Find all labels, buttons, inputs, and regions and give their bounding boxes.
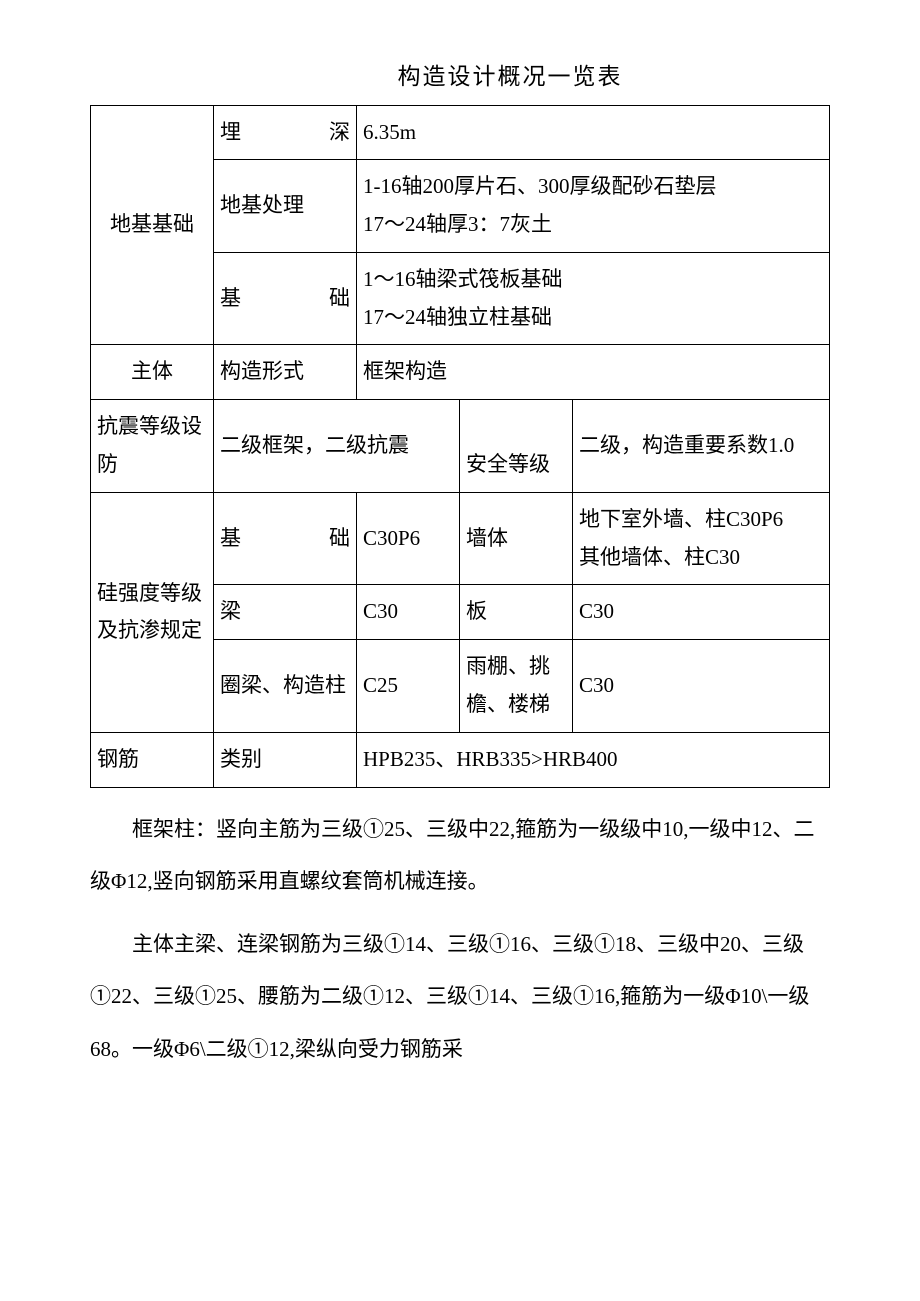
cell-depth-value: 6.35m	[357, 105, 830, 160]
cell-rebar-type-label: 类别	[214, 732, 357, 787]
table-row: 主体 构造形式 框架构造	[91, 345, 830, 400]
cell-main-body: 主体	[91, 345, 214, 400]
cell-beam-value: C30	[357, 585, 460, 640]
table-row: 抗震等级设防 二级框架，二级抗震 安全等级 二级，构造重要系数1.0	[91, 400, 830, 493]
cell-wall-label: 墙体	[460, 492, 573, 585]
cell-foundation-value: 1～16轴梁式筏板基础 17～24轴独立柱基础	[357, 252, 830, 345]
cell-foundation-label: 基 础	[214, 252, 357, 345]
cell-structure-form-value: 框架构造	[357, 345, 830, 400]
cell-rebar-type-value: HPB235、HRB335>HRB400	[357, 732, 830, 787]
cell-wall-value: 地下室外墙、柱C30P6 其他墙体、柱C30	[573, 492, 830, 585]
cell-ground-treatment-value: 1-16轴200厚片石、300厚级配砂石垫层 17～24轴厚3：7灰土	[357, 160, 830, 253]
cell-ground-treatment-label: 地基处理	[214, 160, 357, 253]
cell-depth-label: 埋 深	[214, 105, 357, 160]
paragraph-2: 主体主梁、连梁钢筋为三级①14、三级①16、三级①18、三级中20、三级①22、…	[90, 918, 830, 1076]
cell-slab-label: 板	[460, 585, 573, 640]
cell-concrete-strength: 硅强度等级及抗渗规定	[91, 492, 214, 732]
paragraph-1: 框架柱：竖向主筋为三级①25、三级中22,箍筋为一级级中10,一级中12、二级Φ…	[90, 803, 830, 908]
cell-seismic-value: 二级框架，二级抗震	[214, 400, 460, 493]
cell-slab-value: C30	[573, 585, 830, 640]
cell-beam-label: 梁	[214, 585, 357, 640]
design-overview-table: 地基基础 埋 深 6.35m 地基处理 1-16轴200厚片石、300厚级配砂石…	[90, 105, 830, 788]
cell-ring-beam-value: C25	[357, 640, 460, 733]
cell-canopy-label: 雨棚、挑檐、楼梯	[460, 640, 573, 733]
cell-foundation2-label: 基 础	[214, 492, 357, 585]
table-title: 构造设计概况一览表	[190, 60, 830, 95]
table-row: 钢筋 类别 HPB235、HRB335>HRB400	[91, 732, 830, 787]
cell-structure-form-label: 构造形式	[214, 345, 357, 400]
cell-seismic-level: 抗震等级设防	[91, 400, 214, 493]
cell-rebar: 钢筋	[91, 732, 214, 787]
table-row: 硅强度等级及抗渗规定 基 础 C30P6 墙体 地下室外墙、柱C30P6 其他墙…	[91, 492, 830, 585]
cell-canopy-value: C30	[573, 640, 830, 733]
cell-foundation-group: 地基基础	[91, 105, 214, 345]
table-row: 地基基础 埋 深 6.35m	[91, 105, 830, 160]
cell-safety-label: 安全等级	[460, 400, 573, 493]
cell-foundation2-value: C30P6	[357, 492, 460, 585]
cell-ring-beam-label: 圈梁、构造柱	[214, 640, 357, 733]
cell-safety-value: 二级，构造重要系数1.0	[573, 400, 830, 493]
